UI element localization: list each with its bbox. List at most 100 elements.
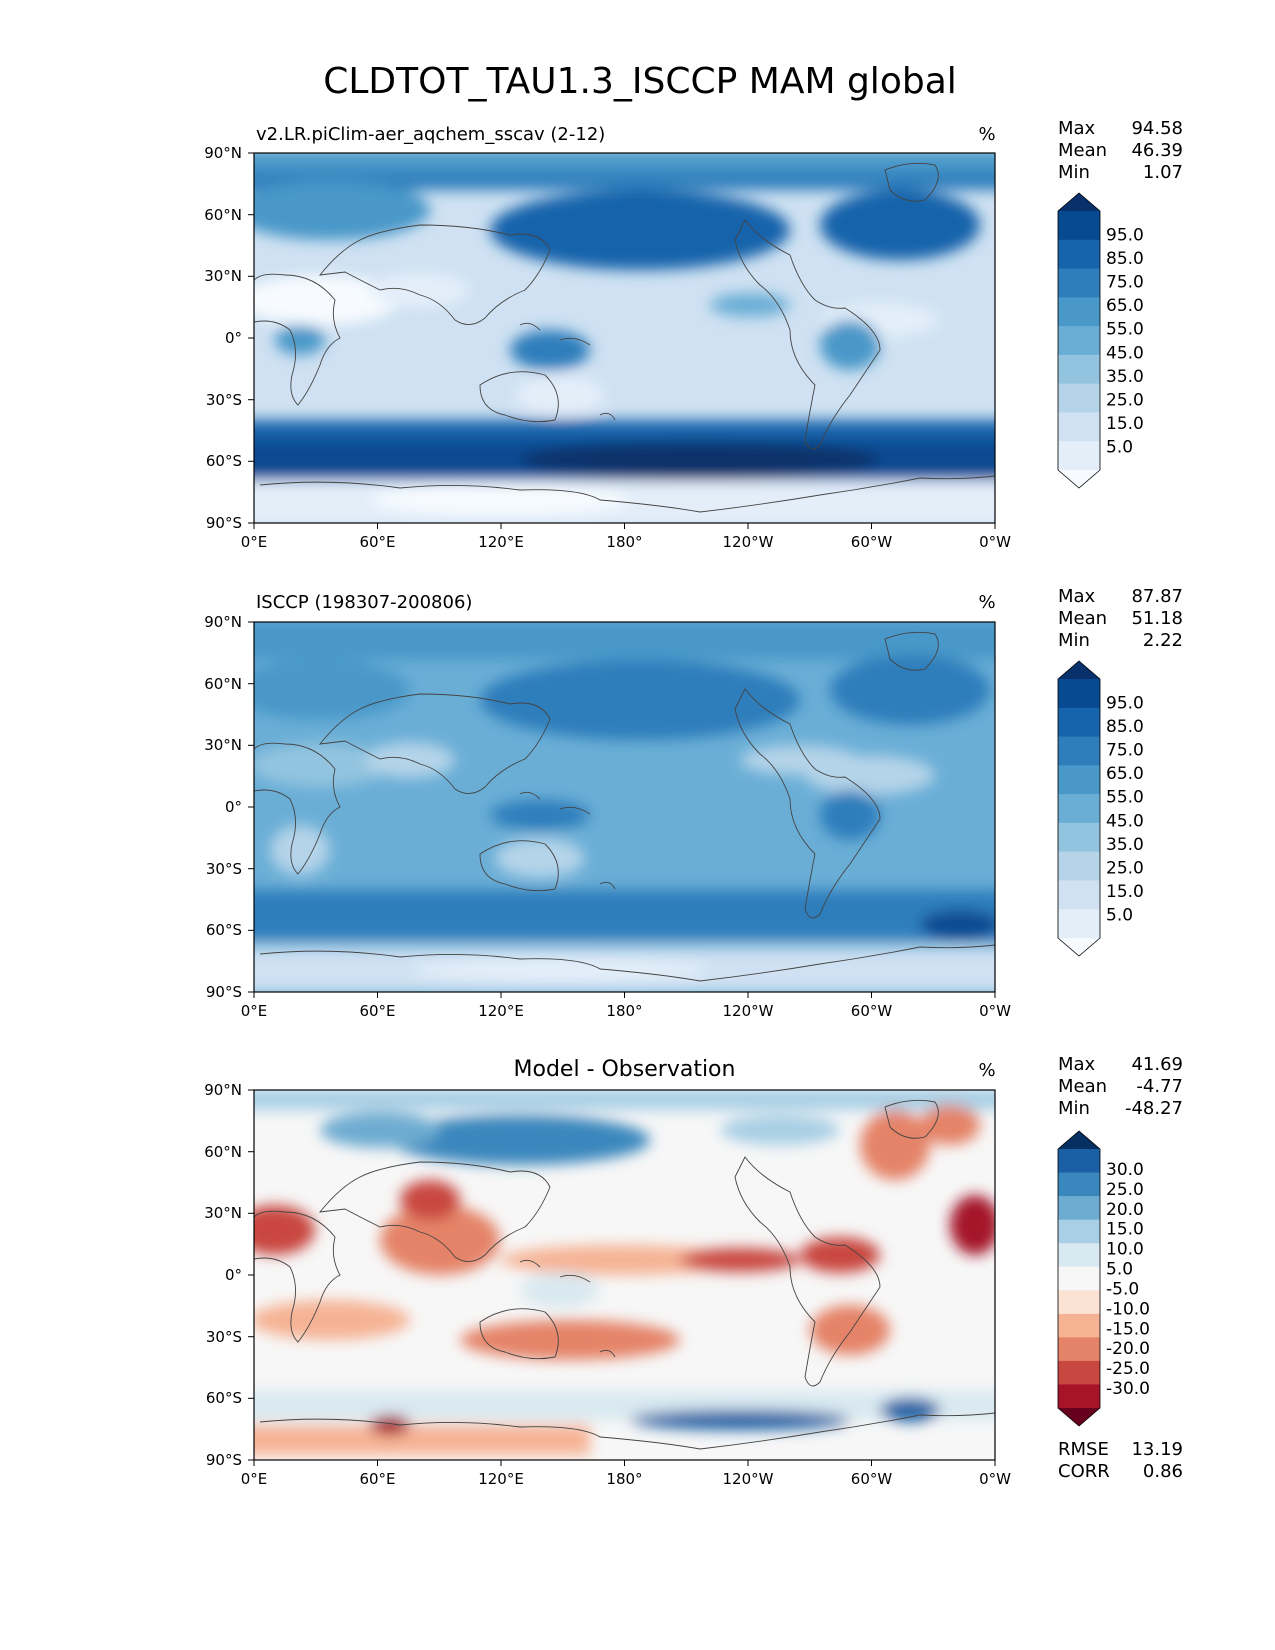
panel-observation: ISCCP (198307-200806) % <box>204 586 1183 1020</box>
y-tick-label: 30°N <box>204 736 242 754</box>
colorbar-segment <box>1058 822 1100 853</box>
colorbar-segment <box>1058 679 1100 709</box>
colorbar-segment <box>1058 383 1100 414</box>
x-tick-label: 0°E <box>241 1002 268 1020</box>
coastlines <box>254 631 995 982</box>
map-field <box>254 153 995 523</box>
x-tick-label: 0°W <box>979 1470 1011 1488</box>
y-tick-label: 90°N <box>204 144 242 162</box>
stat-name: Max <box>1058 586 1096 607</box>
x-tick-label: 120°W <box>723 1002 774 1020</box>
axis-ticks <box>248 152 996 529</box>
colorbar-segment <box>1058 736 1100 766</box>
colorbar-tick-label: -25.0 <box>1106 1359 1150 1379</box>
y-tick-label: 90°S <box>206 1451 242 1469</box>
y-tick-label: 30°N <box>204 267 242 285</box>
stat-value: 1.07 <box>1143 162 1183 183</box>
y-tick-label: 30°S <box>206 860 242 878</box>
colorbar-extend-min <box>1058 470 1100 488</box>
colorbar-extend-max <box>1058 661 1100 679</box>
colorbar: 95.0 85.0 75.0 65.0 55.0 45.0 35.0 25.0 15.0 5.0 <box>1057 660 1144 957</box>
colorbar-segment <box>1058 1360 1100 1386</box>
colorbar-tick-label: 5.0 <box>1106 905 1133 925</box>
colorbar-extend-max <box>1058 1131 1100 1149</box>
x-tick-label: 60°E <box>359 1002 395 1020</box>
x-tick-label: 60°W <box>851 1002 893 1020</box>
colorbar-segment <box>1058 1266 1100 1291</box>
colorbar-tick-label: 5.0 <box>1106 1260 1133 1280</box>
y-tick-label: 0° <box>225 798 242 816</box>
stat-name: Mean <box>1058 140 1107 161</box>
colorbar-tick-label: 55.0 <box>1106 320 1144 340</box>
colorbar-tick-label: 30.0 <box>1106 1160 1144 1180</box>
stat-name: Min <box>1058 1098 1090 1119</box>
y-tick-label: 90°S <box>206 983 242 1001</box>
x-tick-label: 60°E <box>359 1470 395 1488</box>
y-tick-label: 90°S <box>206 514 242 532</box>
stat-value: 51.18 <box>1131 608 1183 629</box>
stat-name: Max <box>1058 1054 1096 1075</box>
y-tick-label: 60°S <box>206 1389 242 1407</box>
y-tick-label: 60°N <box>204 675 242 693</box>
colorbar-extend-max <box>1058 193 1100 211</box>
stat-value: 87.87 <box>1131 586 1183 607</box>
metric-value: 13.19 <box>1131 1439 1183 1460</box>
colorbar-segment <box>1058 707 1100 738</box>
colorbar-tick-label: 65.0 <box>1106 296 1144 316</box>
x-tick-label: 180° <box>606 1470 642 1488</box>
y-tick-labels: 90°N 60°N 30°N 0° 30°S 60°S 90°S <box>204 613 242 1001</box>
colorbar-segment <box>1058 794 1100 824</box>
colorbar-segment <box>1058 297 1100 327</box>
y-tick-labels: 90°N 60°N 30°N 0° 30°S 60°S 90°S <box>204 1081 242 1469</box>
y-tick-label: 90°N <box>204 613 242 631</box>
colorbar-tick-label: -20.0 <box>1106 1339 1150 1359</box>
stats-block: Max 87.87 Mean 51.18 Min 2.22 <box>1058 586 1183 651</box>
x-tick-label: 0°E <box>241 1470 268 1488</box>
colorbar-segment <box>1058 211 1100 241</box>
y-tick-label: 30°N <box>204 1204 242 1222</box>
colorbar-segment <box>1058 1219 1100 1244</box>
colorbar-extend-min <box>1058 938 1100 956</box>
colorbar-tick-label: 20.0 <box>1106 1200 1144 1220</box>
colorbar-tick-label: 45.0 <box>1106 811 1144 831</box>
coastlines <box>254 162 995 513</box>
colorbar-tick-label: 35.0 <box>1106 367 1144 387</box>
colorbar-segment <box>1058 909 1100 939</box>
panel-label: ISCCP (198307-200806) <box>256 592 472 613</box>
colorbar-tick-label: -5.0 <box>1106 1279 1139 1299</box>
y-tick-label: 30°S <box>206 391 242 409</box>
stat-name: Mean <box>1058 608 1107 629</box>
metrics-block: RMSE 13.19 CORR 0.86 <box>1058 1439 1183 1482</box>
stat-name: Min <box>1058 162 1090 183</box>
colorbar-tick-label: 5.0 <box>1106 437 1133 457</box>
colorbar-tick-label: 15.0 <box>1106 1220 1144 1240</box>
y-tick-label: 60°S <box>206 921 242 939</box>
units-label: % <box>978 1060 995 1081</box>
colorbar-segment <box>1058 326 1100 356</box>
figure-title: CLDTOT_TAU1.3_ISCCP MAM global <box>323 61 957 102</box>
colorbar-outline <box>1057 192 1101 489</box>
colorbar-tick-label: 75.0 <box>1106 273 1144 293</box>
x-tick-label: 60°E <box>359 533 395 551</box>
y-tick-label: 0° <box>225 329 242 347</box>
x-tick-label: 0°W <box>979 1002 1011 1020</box>
panel-label: Model - Observation <box>514 1057 736 1082</box>
x-tick-label: 0°E <box>241 533 268 551</box>
colorbar-tick-label: 25.0 <box>1106 390 1144 410</box>
units-label: % <box>978 124 995 145</box>
x-tick-label: 180° <box>606 1002 642 1020</box>
panel-label: v2.LR.piClim-aer_aqchem_sscav (2-12) <box>256 124 605 145</box>
colorbar-tick-label: 75.0 <box>1106 741 1144 761</box>
colorbar-segment <box>1058 1313 1100 1338</box>
stat-value: -48.27 <box>1125 1098 1183 1119</box>
colorbar-segment <box>1058 1337 1100 1362</box>
colorbar-segment <box>1058 1290 1100 1315</box>
stat-name: Mean <box>1058 1076 1107 1097</box>
coastlines <box>254 1099 995 1450</box>
colorbar-segment <box>1058 1149 1100 1174</box>
panel-model: v2.LR.piClim-aer_aqchem_sscav (2-12) % <box>204 118 1183 551</box>
y-tick-labels: 90°N 60°N 30°N 0° 30°S 60°S 90°S <box>204 144 242 532</box>
x-tick-labels: 0°E 60°E 120°E 180° 120°W 60°W 0°W <box>241 1470 1011 1488</box>
stat-name: Min <box>1058 630 1090 651</box>
